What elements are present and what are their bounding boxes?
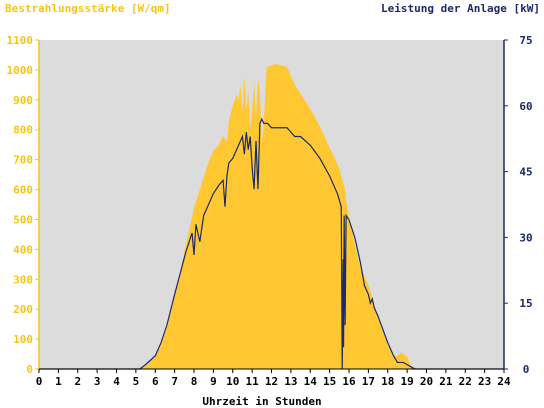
right-tick-label: 30 — [519, 231, 532, 244]
left-tick-label: 800 — [13, 124, 33, 137]
right-tick-label: 15 — [519, 297, 532, 310]
x-tick-label: 16 — [342, 375, 356, 388]
x-tick-label: 23 — [478, 375, 491, 388]
x-tick-label: 1 — [55, 375, 62, 388]
x-tick-label: 12 — [265, 375, 278, 388]
left-tick-label: 500 — [13, 213, 33, 226]
right-tick-label: 0 — [523, 363, 530, 376]
x-tick-label: 11 — [246, 375, 260, 388]
x-tick-label: 0 — [36, 375, 43, 388]
left-tick-label: 0 — [26, 363, 33, 376]
series-layer — [39, 63, 504, 370]
irradiance-area — [39, 63, 504, 370]
left-tick-label: 1000 — [7, 64, 34, 77]
right-tick-label: 60 — [519, 100, 532, 113]
x-tick-label: 7 — [171, 375, 178, 388]
power-line — [39, 117, 504, 370]
x-tick-label: 19 — [401, 375, 414, 388]
x-tick-label: 21 — [439, 375, 453, 388]
x-tick-label: 15 — [323, 375, 336, 388]
x-axis-title: Uhrzeit in Stunden — [202, 395, 321, 408]
ticks-layer: 0100200300400500600700800900100011000153… — [7, 34, 533, 388]
left-tick-label: 900 — [13, 94, 33, 107]
x-tick-label: 5 — [133, 375, 140, 388]
x-tick-label: 18 — [381, 375, 394, 388]
x-tick-label: 14 — [304, 375, 318, 388]
left-tick-label: 600 — [13, 184, 33, 197]
right-axis-title: Leistung der Anlage [kW] — [381, 2, 540, 15]
x-tick-label: 6 — [152, 375, 159, 388]
left-tick-label: 200 — [13, 303, 33, 316]
left-tick-label: 100 — [13, 333, 33, 346]
x-tick-label: 20 — [420, 375, 433, 388]
right-tick-label: 75 — [519, 34, 532, 47]
left-tick-label: 400 — [13, 243, 33, 256]
x-tick-label: 2 — [74, 375, 81, 388]
x-tick-label: 10 — [226, 375, 239, 388]
x-tick-label: 17 — [362, 375, 375, 388]
x-tick-label: 22 — [459, 375, 472, 388]
left-tick-label: 700 — [13, 154, 33, 167]
right-tick-label: 45 — [519, 166, 532, 179]
x-tick-label: 8 — [191, 375, 198, 388]
x-tick-label: 4 — [113, 375, 120, 388]
left-axis-title: Bestrahlungsstärke [W/qm] — [5, 2, 171, 15]
x-tick-label: 24 — [497, 375, 511, 388]
x-tick-label: 3 — [94, 375, 101, 388]
x-tick-label: 13 — [284, 375, 297, 388]
left-tick-label: 300 — [13, 273, 33, 286]
left-tick-label: 1100 — [7, 34, 34, 47]
x-tick-label: 9 — [210, 375, 217, 388]
